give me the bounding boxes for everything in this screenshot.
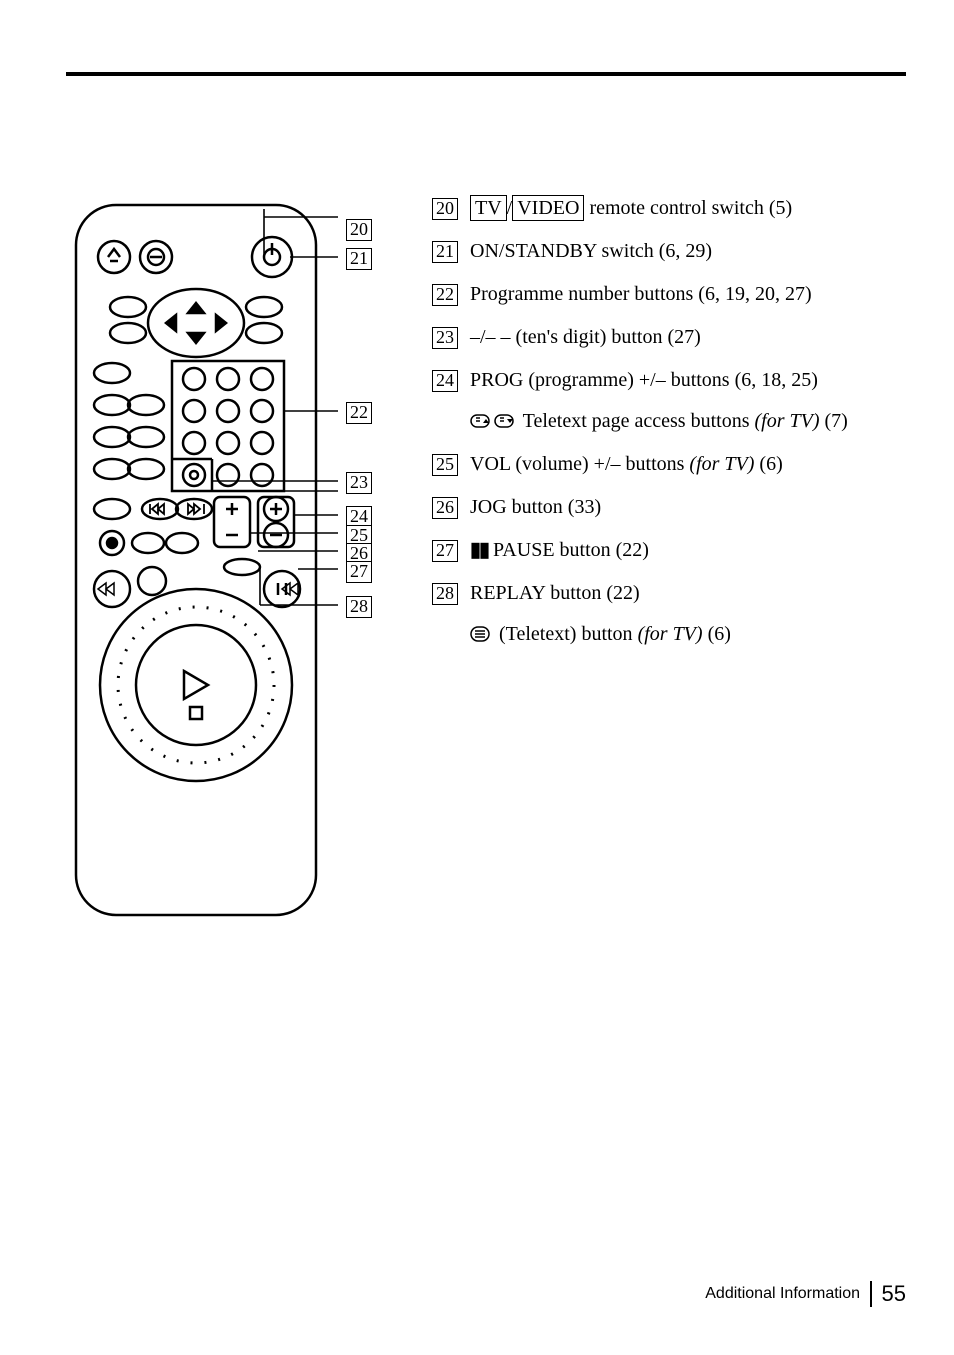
footer-page-number: 55 [882, 1281, 906, 1307]
item-text: PROG (programme) +/– buttons (6, 18, 25) [470, 369, 818, 391]
callout-27: 27 [346, 561, 372, 583]
item-num: 28 [432, 583, 458, 605]
item-body: ON/STANDBY switch (6, 29) [470, 238, 906, 265]
item-body: ▮▮ PAUSE button (22) [470, 537, 906, 564]
item-24: 24 PROG (programme) +/– buttons (6, 18, … [432, 367, 906, 435]
footer-separator [870, 1281, 872, 1307]
sub-text: (Teletext) button [494, 623, 638, 645]
item-body: REPLAY button (22) (Teletext) button (fo… [470, 580, 906, 648]
item-body: Programme number buttons (6, 19, 20, 27) [470, 281, 906, 308]
item-num: 20 [432, 198, 458, 220]
legend-list: 20 TV/VIDEO remote control switch (5) 21… [432, 195, 906, 1355]
item-26: 26 JOG button (33) [432, 494, 906, 521]
lead: VOL (volume) +/– buttons [470, 453, 689, 475]
boxed-tv: TV [470, 195, 507, 221]
item-sub: Teletext page access buttons (for TV) (7… [470, 408, 906, 435]
teletext-up-down-icon [470, 412, 514, 430]
tail: (6) [754, 453, 782, 475]
boxed-video: VIDEO [512, 195, 584, 221]
italic: (for TV) [689, 453, 754, 475]
item-body: –/– – (ten's digit) button (27) [470, 324, 906, 351]
remote-diagram-col: 20 21 22 23 24 25 26 27 28 [66, 195, 386, 1355]
callout-20: 20 [346, 219, 372, 241]
item-22: 22 Programme number buttons (6, 19, 20, … [432, 281, 906, 308]
sub-italic: (for TV) [754, 410, 819, 432]
item-21: 21 ON/STANDBY switch (6, 29) [432, 238, 906, 265]
item-sub: (Teletext) button (for TV) (6) [470, 621, 906, 648]
sub-tail: (7) [819, 410, 847, 432]
remote-diagram [66, 195, 386, 925]
sub-tail: (6) [703, 623, 731, 645]
item-body: PROG (programme) +/– buttons (6, 18, 25)… [470, 367, 906, 435]
item-num: 21 [432, 241, 458, 263]
footer-section: Additional Information [705, 1285, 860, 1303]
callout-28: 28 [346, 596, 372, 618]
item-28: 28 REPLAY button (22) (Teletext) button … [432, 580, 906, 648]
item-25: 25 VOL (volume) +/– buttons (for TV) (6) [432, 451, 906, 478]
item-body: JOG button (33) [470, 494, 906, 521]
text-after: remote control switch (5) [584, 197, 792, 219]
item-num: 26 [432, 497, 458, 519]
callout-22: 22 [346, 402, 372, 424]
item-23: 23 –/– – (ten's digit) button (27) [432, 324, 906, 351]
pause-icon: ▮▮ [470, 539, 488, 561]
sub-text: Teletext page access buttons [518, 410, 754, 432]
teletext-lines-icon [470, 625, 490, 643]
page-top-rule [66, 72, 906, 76]
item-text: REPLAY button (22) [470, 582, 640, 604]
item-num: 24 [432, 370, 458, 392]
item-num: 27 [432, 540, 458, 562]
page-footer: Additional Information 55 [705, 1281, 906, 1307]
item-text: PAUSE button (22) [488, 539, 649, 561]
content-area: 20 21 22 23 24 25 26 27 28 20 TV/VIDEO r… [66, 195, 906, 1355]
item-num: 22 [432, 284, 458, 306]
item-20: 20 TV/VIDEO remote control switch (5) [432, 195, 906, 222]
item-num: 25 [432, 454, 458, 476]
item-body: TV/VIDEO remote control switch (5) [470, 195, 906, 222]
sub-italic: (for TV) [638, 623, 703, 645]
callout-23: 23 [346, 472, 372, 494]
callout-21: 21 [346, 248, 372, 270]
item-body: VOL (volume) +/– buttons (for TV) (6) [470, 451, 906, 478]
item-num: 23 [432, 327, 458, 349]
item-27: 27 ▮▮ PAUSE button (22) [432, 537, 906, 564]
